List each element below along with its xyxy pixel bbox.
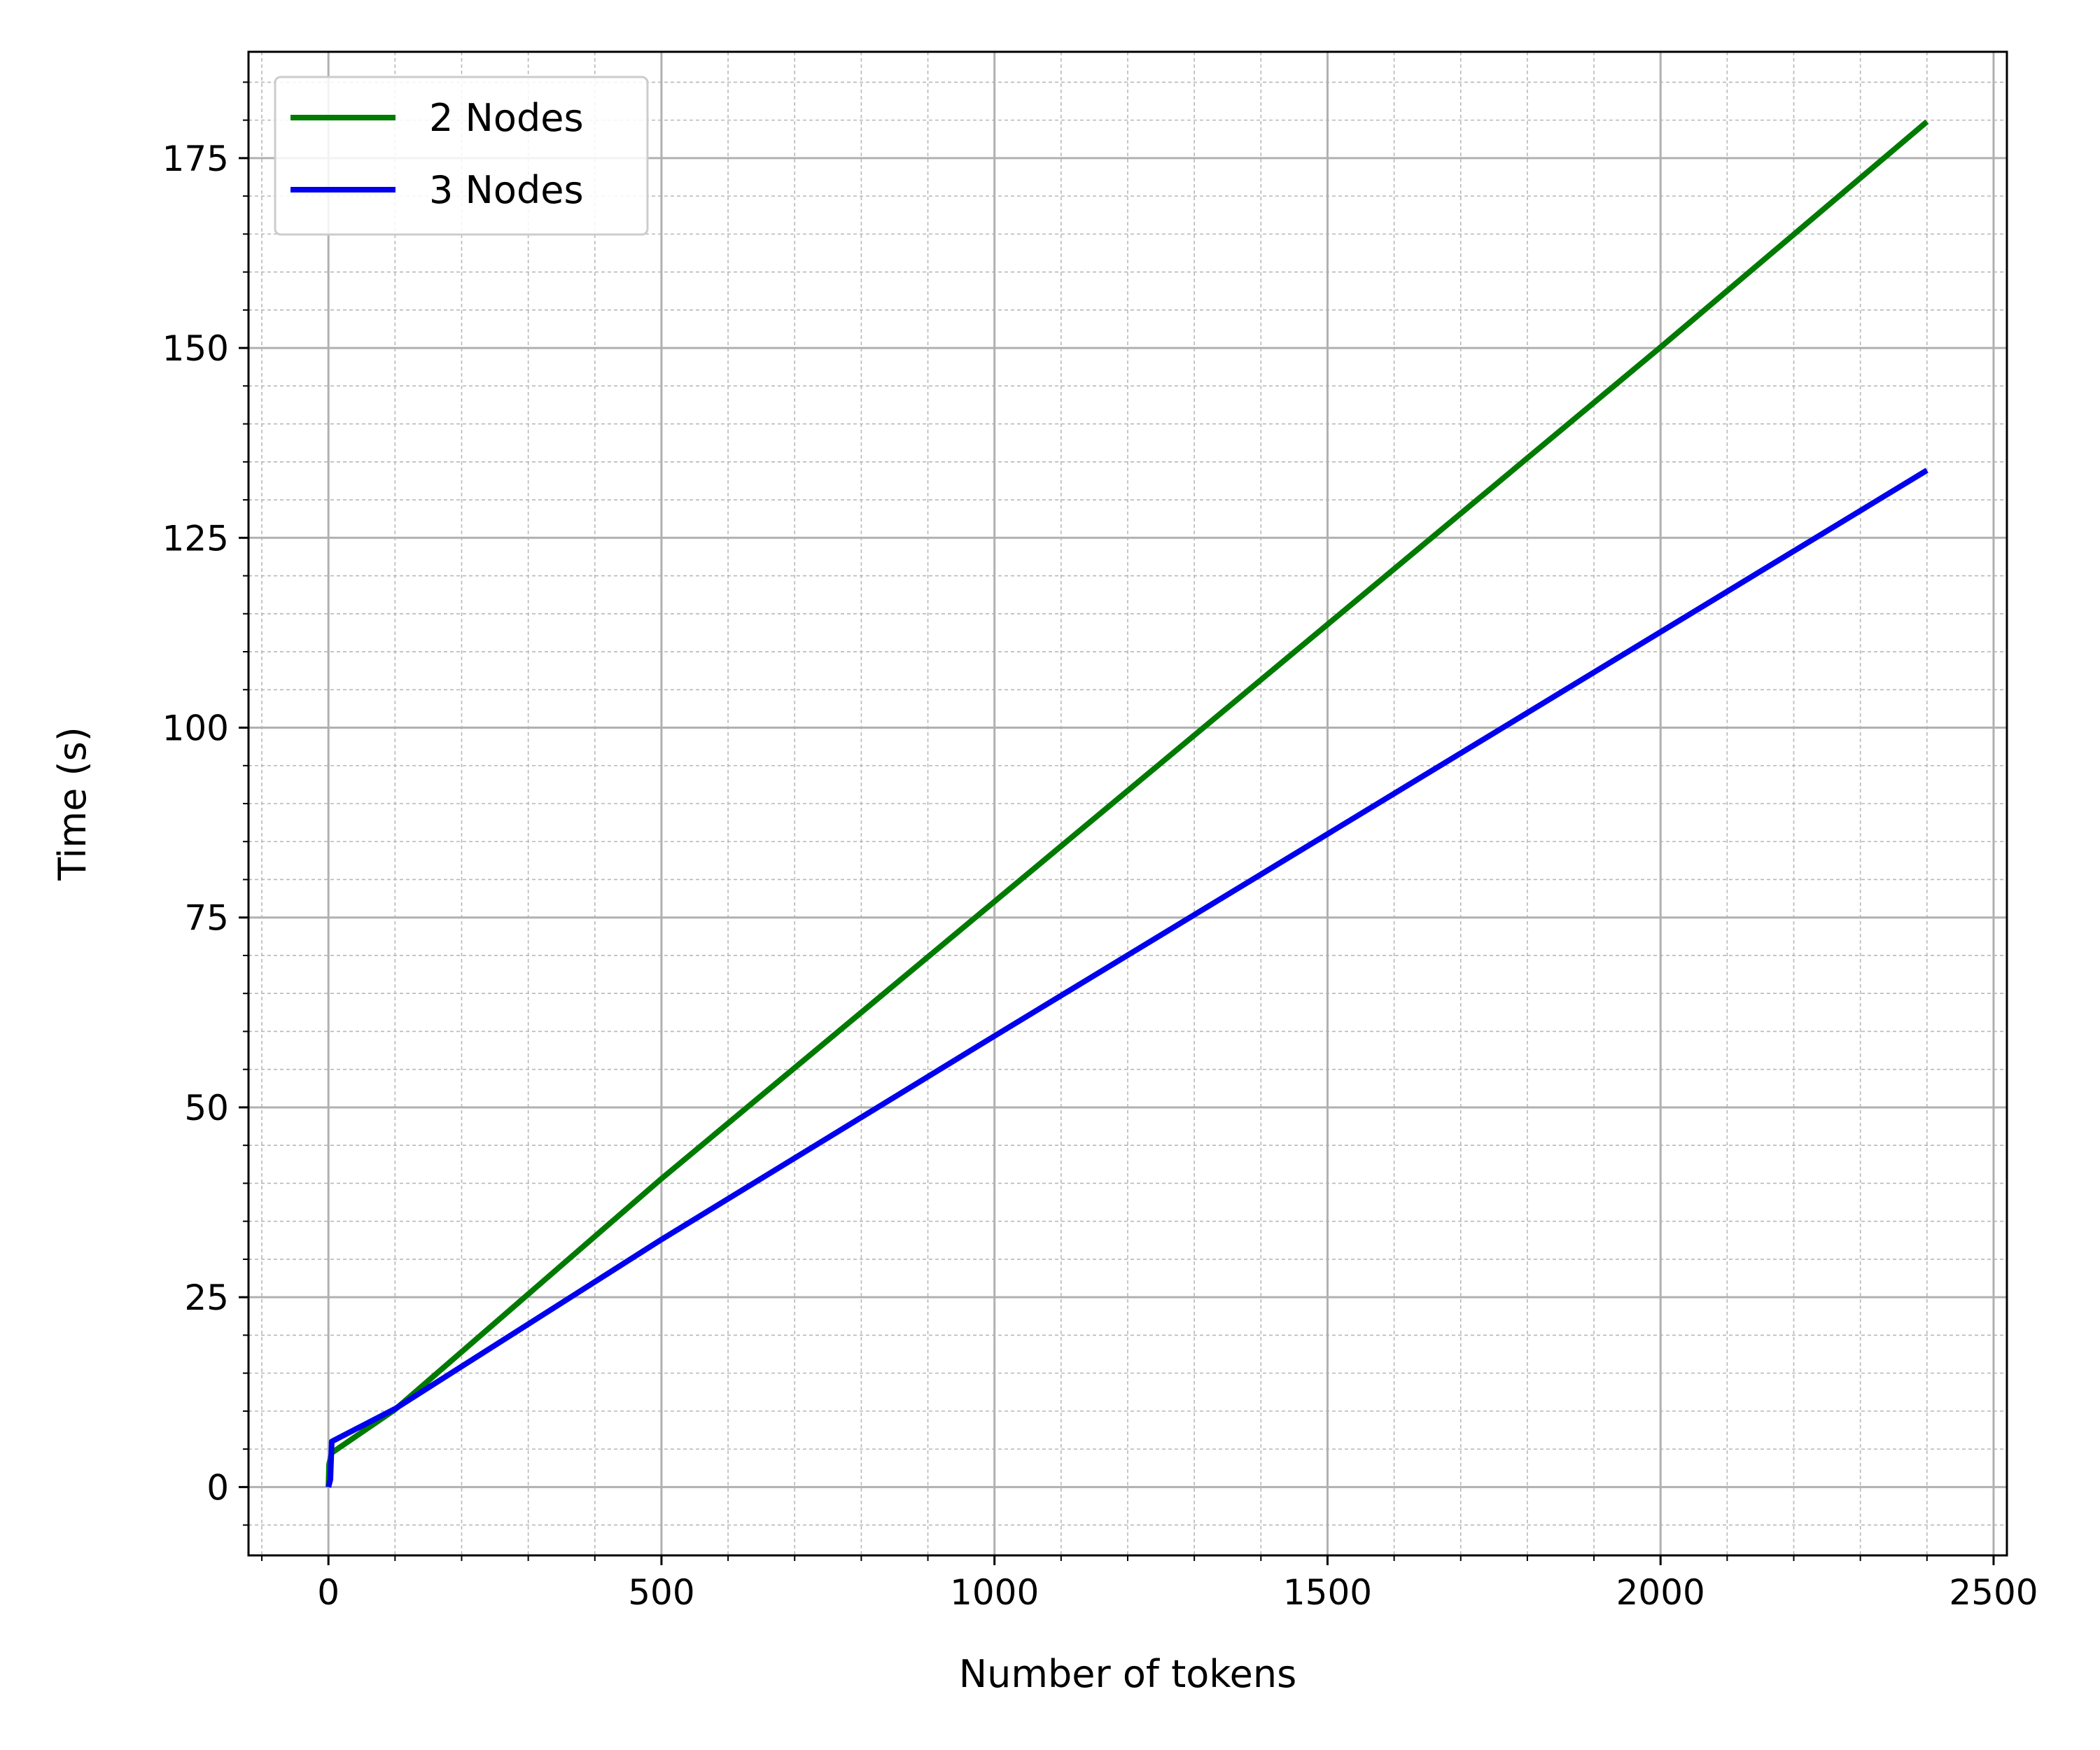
x-tick-label: 1000 — [950, 1572, 1039, 1613]
y-tick-label: 25 — [184, 1278, 229, 1318]
legend: 2 Nodes 3 Nodes — [275, 77, 648, 234]
x-axis-title: Number of tokens — [959, 1652, 1296, 1696]
x-tick-label: 500 — [628, 1572, 694, 1613]
y-tick-label: 150 — [162, 328, 229, 369]
legend-label-2-nodes: 2 Nodes — [429, 96, 584, 140]
x-tick-label: 1500 — [1283, 1572, 1372, 1613]
legend-label-3-nodes: 3 Nodes — [429, 168, 584, 212]
y-tick-label: 100 — [162, 708, 229, 749]
y-tick-label: 50 — [184, 1088, 229, 1128]
x-tick-label: 2000 — [1616, 1572, 1705, 1613]
y-tick-label: 0 — [206, 1467, 229, 1508]
y-tick-label: 75 — [184, 898, 229, 939]
x-tick-label: 0 — [317, 1572, 340, 1613]
y-tick-label: 175 — [162, 139, 229, 179]
y-axis-title: Time (s) — [50, 727, 94, 881]
x-tick-label: 2500 — [1949, 1572, 2038, 1613]
y-tick-label: 125 — [162, 518, 229, 559]
